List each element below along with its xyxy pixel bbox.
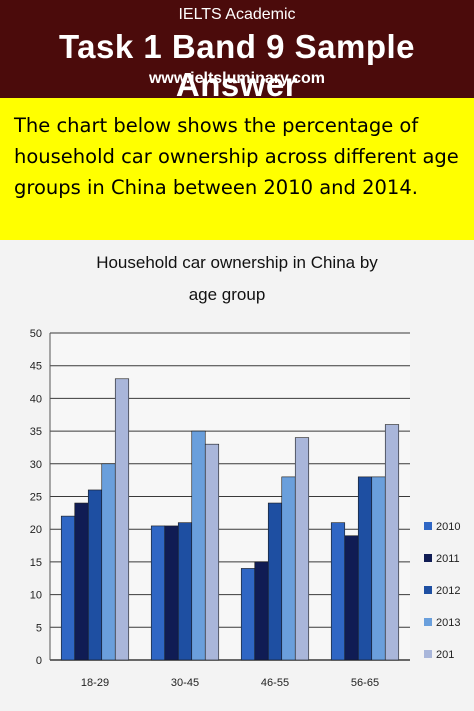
bar [254,561,269,661]
bar [330,522,346,661]
chart-title-line: Household car ownership in China by [96,253,378,272]
legend-swatch [424,522,432,530]
bar [357,476,373,661]
bar [150,525,166,661]
bar [267,502,283,661]
bar-chart: Household car ownership in China by age g… [30,253,461,689]
y-tick-label: 15 [30,557,42,569]
legend-label: 201 [436,649,454,661]
bar [204,443,220,661]
page-title: Task 1 Band 9 Sample Answer [58,28,416,103]
bar [191,430,206,661]
bar [164,525,179,661]
x-tick-label: 46-55 [261,677,289,689]
y-tick-label: 35 [30,426,42,438]
bar [281,476,296,661]
bar [60,515,76,661]
y-tick-label: 20 [30,524,42,536]
legend-label: 2011 [436,553,460,565]
legend-swatch [424,586,432,594]
y-tick-label: 10 [30,590,42,602]
x-tick-label: 30-45 [171,677,199,689]
y-tick-label: 45 [30,361,42,373]
task-prompt: The chart below shows the percentage of … [14,114,459,199]
chart-container: Household car ownership in China by age g… [0,240,474,711]
bar [87,489,103,661]
legend-label: 2010 [436,521,460,533]
bar [384,424,400,661]
legend-label: 2013 [436,617,460,629]
bar [114,378,130,661]
bar [177,522,193,661]
page-header: IELTS Academic Task 1 Band 9 Sample Answ… [0,0,474,103]
website-url: www.ieltsluminary.com [148,70,326,87]
task-prompt-box: The chart below shows the percentage of … [0,98,474,240]
y-tick-label: 0 [36,655,42,667]
y-tick-label: 25 [30,492,42,504]
legend-swatch [424,650,432,658]
bar [74,502,89,661]
bar [344,535,359,661]
x-tick-label: 56-65 [351,677,379,689]
legend-swatch [424,554,432,562]
bar [294,437,310,661]
y-tick-label: 50 [30,328,42,340]
y-tick-label: 5 [36,622,42,634]
x-tick-label: 18-29 [81,677,109,689]
bar [101,463,116,661]
bar [240,568,256,661]
legend-swatch [424,618,432,626]
exam-label: IELTS Academic [178,6,296,23]
y-tick-label: 40 [30,393,42,405]
chart-title-line: age group [189,285,266,304]
bar [371,476,386,661]
y-tick-label: 30 [30,459,42,471]
legend-label: 2012 [436,585,460,597]
